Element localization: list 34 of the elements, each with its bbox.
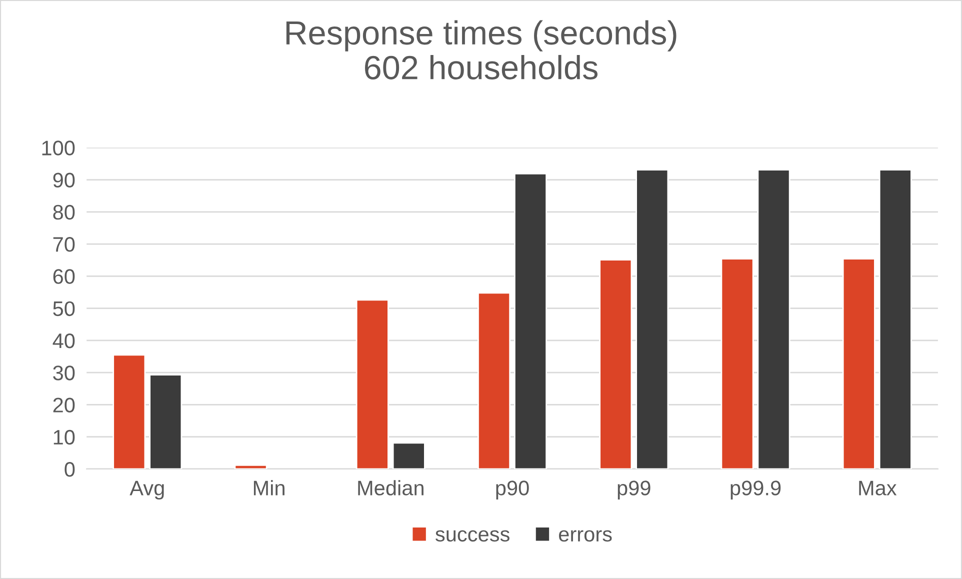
y-tick-label: 70 <box>53 237 75 252</box>
bar <box>478 292 511 469</box>
y-tick-label: 30 <box>53 366 75 380</box>
bar <box>149 374 182 469</box>
x-tick-label: Max <box>859 480 897 496</box>
bar <box>842 258 876 469</box>
legend-label: success <box>436 530 510 542</box>
chart-title: Response times (seconds) 602 households <box>286 20 676 80</box>
bar <box>392 442 426 469</box>
y-tick-label: 20 <box>53 398 75 412</box>
y-tick-label: 60 <box>53 269 75 284</box>
y-tick-label: 90 <box>53 172 75 188</box>
bar <box>599 259 632 469</box>
x-tick-label: Avg <box>130 480 164 500</box>
bar <box>636 169 669 469</box>
x-tick-label: p99 <box>618 480 650 500</box>
x-tick-label: p90 <box>496 480 529 500</box>
x-tick-label: p99.9 <box>730 480 781 500</box>
y-tick-label: 50 <box>53 301 75 316</box>
bar <box>514 172 548 469</box>
legend-label: errors <box>558 530 612 542</box>
bar <box>757 169 790 469</box>
y-tick-label: 100 <box>42 140 75 156</box>
y-tick-label: 80 <box>53 204 75 220</box>
x-tick-label: Min <box>254 480 284 496</box>
y-tick-label: 40 <box>52 333 75 348</box>
bar <box>878 169 912 469</box>
x-tick-label: Median <box>358 480 424 496</box>
bar <box>234 464 268 469</box>
bar <box>356 299 389 469</box>
y-tick-label: 10 <box>54 430 75 445</box>
bar <box>112 354 146 469</box>
bar <box>720 258 754 469</box>
y-tick-label: 0 <box>64 462 75 477</box>
